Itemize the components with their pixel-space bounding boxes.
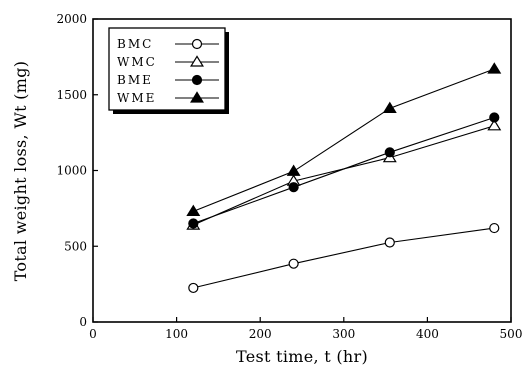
series-wme bbox=[186, 62, 502, 216]
data-point-bme bbox=[288, 182, 299, 193]
x-tick-label: 0 bbox=[89, 327, 97, 341]
x-tick-label: 100 bbox=[165, 327, 188, 341]
legend-label-bmc: BMC bbox=[117, 37, 153, 51]
y-tick-label: 0 bbox=[79, 315, 87, 329]
data-point-bme bbox=[384, 147, 395, 158]
y-axis-ticks: 0 500 1000 1500 2000 bbox=[56, 12, 98, 329]
x-axis-ticks: 0 100 200 300 400 500 bbox=[89, 317, 522, 341]
data-point-wme bbox=[186, 204, 201, 216]
x-tick-label: 200 bbox=[249, 327, 272, 341]
legend-label-wmc: WMC bbox=[117, 55, 157, 69]
data-point-bmc bbox=[288, 258, 299, 269]
series-layer bbox=[186, 62, 502, 294]
legend-marker-wme bbox=[190, 91, 204, 103]
series-line-wme bbox=[193, 68, 495, 212]
legend-box bbox=[108, 27, 226, 111]
x-axis-label: Test time, t (hr) bbox=[236, 347, 368, 366]
series-line-bmc bbox=[193, 227, 495, 289]
data-point-wme bbox=[382, 101, 397, 114]
series-bme bbox=[188, 112, 500, 229]
y-tick-label: 1000 bbox=[56, 164, 87, 178]
data-point-bmc bbox=[384, 237, 395, 248]
legend-label-wme: WME bbox=[117, 91, 156, 105]
x-tick-label: 500 bbox=[500, 327, 523, 341]
series-line-bme bbox=[193, 116, 495, 225]
data-point-bmc bbox=[489, 222, 500, 234]
data-point-bme bbox=[489, 112, 500, 123]
data-point-wme bbox=[487, 62, 502, 74]
legend-marker-bme bbox=[191, 74, 203, 86]
y-tick-label: 500 bbox=[64, 239, 87, 253]
y-tick-label: 2000 bbox=[56, 12, 87, 26]
legend-marker-wmc bbox=[190, 55, 204, 67]
y-tick-label: 1500 bbox=[56, 88, 87, 102]
legend-label-bme: BME bbox=[117, 73, 153, 87]
series-bmc bbox=[188, 222, 500, 294]
x-tick-label: 300 bbox=[332, 327, 355, 341]
x-tick-label: 400 bbox=[416, 327, 439, 341]
data-point-bme bbox=[188, 218, 199, 229]
data-point-wme bbox=[286, 164, 301, 176]
data-point-bmc bbox=[188, 282, 199, 294]
data-point-wmc bbox=[487, 119, 502, 131]
y-axis-label: Total weight loss, Wt (mg) bbox=[11, 61, 30, 282]
legend: BMC WMC BME WME bbox=[108, 27, 229, 114]
legend-marker-bmc bbox=[191, 38, 203, 50]
